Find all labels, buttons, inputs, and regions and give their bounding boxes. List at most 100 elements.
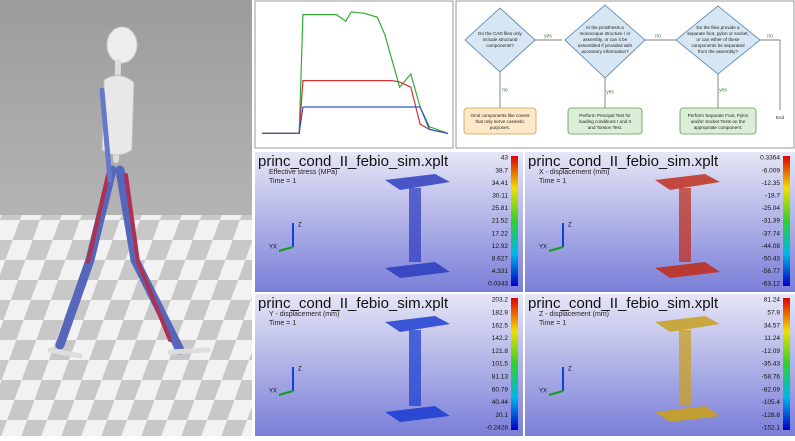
- triad-label: YX: [269, 245, 277, 251]
- edge-label: yes: [544, 33, 552, 39]
- colorbar-label: 11.24: [764, 335, 780, 342]
- colorbar-label: -105.4: [762, 399, 781, 406]
- action-text: loading conditions I and II: [579, 119, 631, 124]
- colorbar-label: -18.7: [765, 193, 780, 200]
- triad-label: Z: [568, 367, 572, 373]
- colorbar: [783, 298, 790, 430]
- action-text: Perform Separate Foot, Pylon: [688, 113, 749, 118]
- colorbar-label: 182.9: [492, 310, 509, 317]
- triad-label: Z: [298, 223, 302, 229]
- triad-axis: [548, 390, 564, 396]
- decision-text: Do the CAD files only: [478, 31, 522, 36]
- colorbar-label: 142.2: [492, 335, 509, 342]
- colorbar-label: 21.52: [492, 218, 509, 225]
- colorbar-label: -63.12: [762, 281, 781, 288]
- colorbar-label: -12.35: [762, 180, 781, 187]
- action-text: and Torsion Test.: [588, 125, 623, 130]
- end-text: End: [776, 115, 785, 120]
- colorbar-label: -6.009: [762, 167, 781, 174]
- colorbar-label: 12.92: [492, 243, 509, 250]
- model-top: [385, 174, 450, 190]
- panel-title: princ_cond_II_febio_sim.xplt: [258, 295, 449, 312]
- decision-text: from the assembly?: [698, 49, 739, 54]
- colorbar-label: 8.627: [492, 256, 509, 263]
- action-text: purposes.: [490, 125, 510, 130]
- model-base: [655, 262, 720, 278]
- edge-label: no: [767, 33, 773, 39]
- colorbar-label: -0.2428: [486, 425, 508, 432]
- colorbar-label: 20.1: [495, 412, 508, 419]
- line-series: [262, 80, 449, 134]
- triad-axis: [548, 246, 564, 252]
- colorbar-label: -58.76: [762, 374, 781, 381]
- colorbar-label: 81.24: [764, 297, 781, 304]
- panel-time: Time = 1: [269, 178, 296, 185]
- edge-label: yes: [606, 89, 614, 95]
- triad-label: YX: [269, 389, 277, 395]
- decision-text: components be separated: [691, 43, 745, 48]
- colorbar-label: 43: [501, 155, 509, 162]
- colorbar-label: -35.43: [762, 361, 781, 368]
- colorbar-label: 38.7: [495, 167, 508, 174]
- decision-text: accessory information?: [581, 49, 629, 54]
- colorbar-label: 40.44: [492, 399, 509, 406]
- colorbar-label: 81.13: [492, 374, 509, 381]
- model-pylon: [679, 330, 691, 406]
- action-text: Perform Principal Test for: [579, 113, 631, 118]
- model-base: [385, 406, 450, 422]
- colorbar-label: -25.04: [762, 205, 781, 212]
- panel-title: princ_cond_II_febio_sim.xplt: [528, 295, 719, 312]
- decision-text: monocoque structure / or: [579, 31, 631, 36]
- edge-label: no: [502, 87, 508, 93]
- colorbar-label: -82.09: [762, 386, 781, 393]
- triad-label: Z: [568, 223, 572, 229]
- colorbar-label: 0.0343: [488, 281, 508, 288]
- colorbar-label: 0.3364: [760, 155, 780, 162]
- model-top: [655, 174, 720, 190]
- panel-time: Time = 1: [539, 178, 566, 185]
- gait-simulation: [0, 0, 252, 436]
- model-top: [385, 316, 450, 332]
- decision-text: assembled if provided with: [578, 43, 633, 48]
- panel-title: princ_cond_II_febio_sim.xplt: [528, 153, 719, 170]
- colorbar-label: 25.81: [492, 205, 509, 212]
- model-pylon: [409, 188, 421, 262]
- colorbar-label: 203.2: [492, 297, 509, 304]
- colorbar: [783, 156, 790, 286]
- colorbar-label: 101.5: [492, 361, 509, 368]
- edge-label: no: [655, 33, 661, 39]
- colorbar-label: -37.74: [762, 230, 781, 237]
- panel-title: princ_cond_II_febio_sim.xplt: [258, 153, 449, 170]
- colorbar-label: 121.8: [492, 348, 509, 355]
- model-top: [655, 316, 720, 332]
- colorbar-label: -56.77: [762, 268, 781, 275]
- decision-text: In the prosthesis a: [586, 25, 624, 30]
- colorbar-label: -12.09: [762, 348, 781, 355]
- panel-time: Time = 1: [539, 320, 566, 327]
- panel-time: Time = 1: [269, 320, 296, 327]
- action-text: and/or Socket Tests on the: [691, 119, 746, 124]
- colorbar-label: 4.331: [492, 268, 509, 275]
- panel-field: Z - displacement (mm): [539, 311, 609, 318]
- flowchart: Do the CAD files only include structural…: [455, 0, 795, 149]
- colorbar-label: 34.57: [764, 322, 781, 329]
- model-base: [655, 406, 720, 422]
- colorbar-label: -50.43: [762, 256, 781, 263]
- decision-text: include structural: [483, 37, 518, 42]
- colorbar-label: 162.5: [492, 322, 509, 329]
- colorbar-label: -152.1: [762, 425, 781, 432]
- triad-label: Z: [298, 367, 302, 373]
- colorbar-label: 30.11: [492, 193, 508, 200]
- line-series: [262, 106, 449, 134]
- model-base: [385, 262, 450, 278]
- triad-label: YX: [539, 245, 547, 251]
- colorbar-label: 57.9: [767, 310, 780, 317]
- decision-text: assembly, or can it be: [583, 37, 628, 42]
- decision-text: or can either of these: [696, 37, 740, 42]
- colorbar-label: -44.08: [762, 243, 781, 250]
- triad-label: YX: [539, 389, 547, 395]
- decision-text: separate foot, pylon or socket,: [687, 31, 749, 36]
- colorbar: [511, 156, 518, 286]
